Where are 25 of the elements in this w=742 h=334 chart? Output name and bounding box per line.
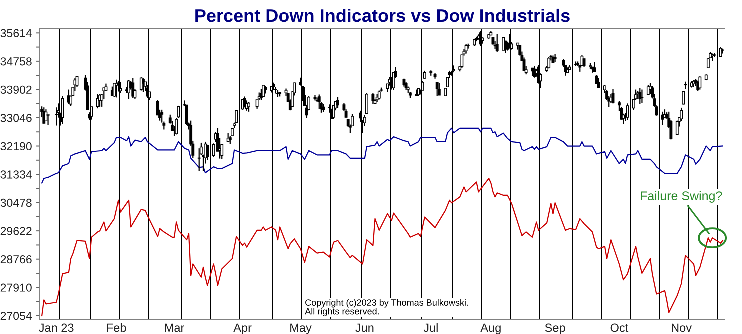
x-tick-label: Jan 23 [39, 324, 74, 332]
y-tick-label: 32190 [0, 142, 32, 151]
annotation: Failure Swing? [641, 191, 722, 203]
x-tick-label: Mar [165, 324, 184, 332]
x-tick-label: Oct [610, 324, 629, 332]
y-tick-label: 27910 [0, 284, 32, 292]
annotation: Copyright (c)2023 by Thomas Bulkowski. All rights reserved. [305, 299, 468, 317]
y-tick-label: 31334 [0, 170, 32, 179]
y-tick-label: 35614 [0, 29, 32, 38]
y-tick-label: 27054 [0, 312, 32, 320]
y-tick-label: 30478 [0, 198, 32, 208]
x-tick-label: Aug [480, 324, 501, 334]
x-tick-label: Sep [545, 324, 566, 334]
y-tick-label: 34758 [0, 58, 32, 66]
x-tick-label: May [290, 324, 312, 334]
chart-title: Percent Down Indicators vs Dow Industrials [196, 8, 570, 22]
x-tick-label: Nov [672, 324, 692, 332]
y-tick-label: 29622 [0, 227, 32, 236]
x-tick-label: Feb [107, 323, 126, 332]
y-tick-label: 33902 [0, 86, 32, 94]
x-tick-label: Apr [234, 324, 252, 334]
x-tick-label: Jun [356, 324, 374, 332]
y-tick-label: 28766 [0, 255, 32, 264]
y-tick-label: 33046 [0, 114, 32, 122]
x-tick-label: Jul [424, 323, 438, 332]
